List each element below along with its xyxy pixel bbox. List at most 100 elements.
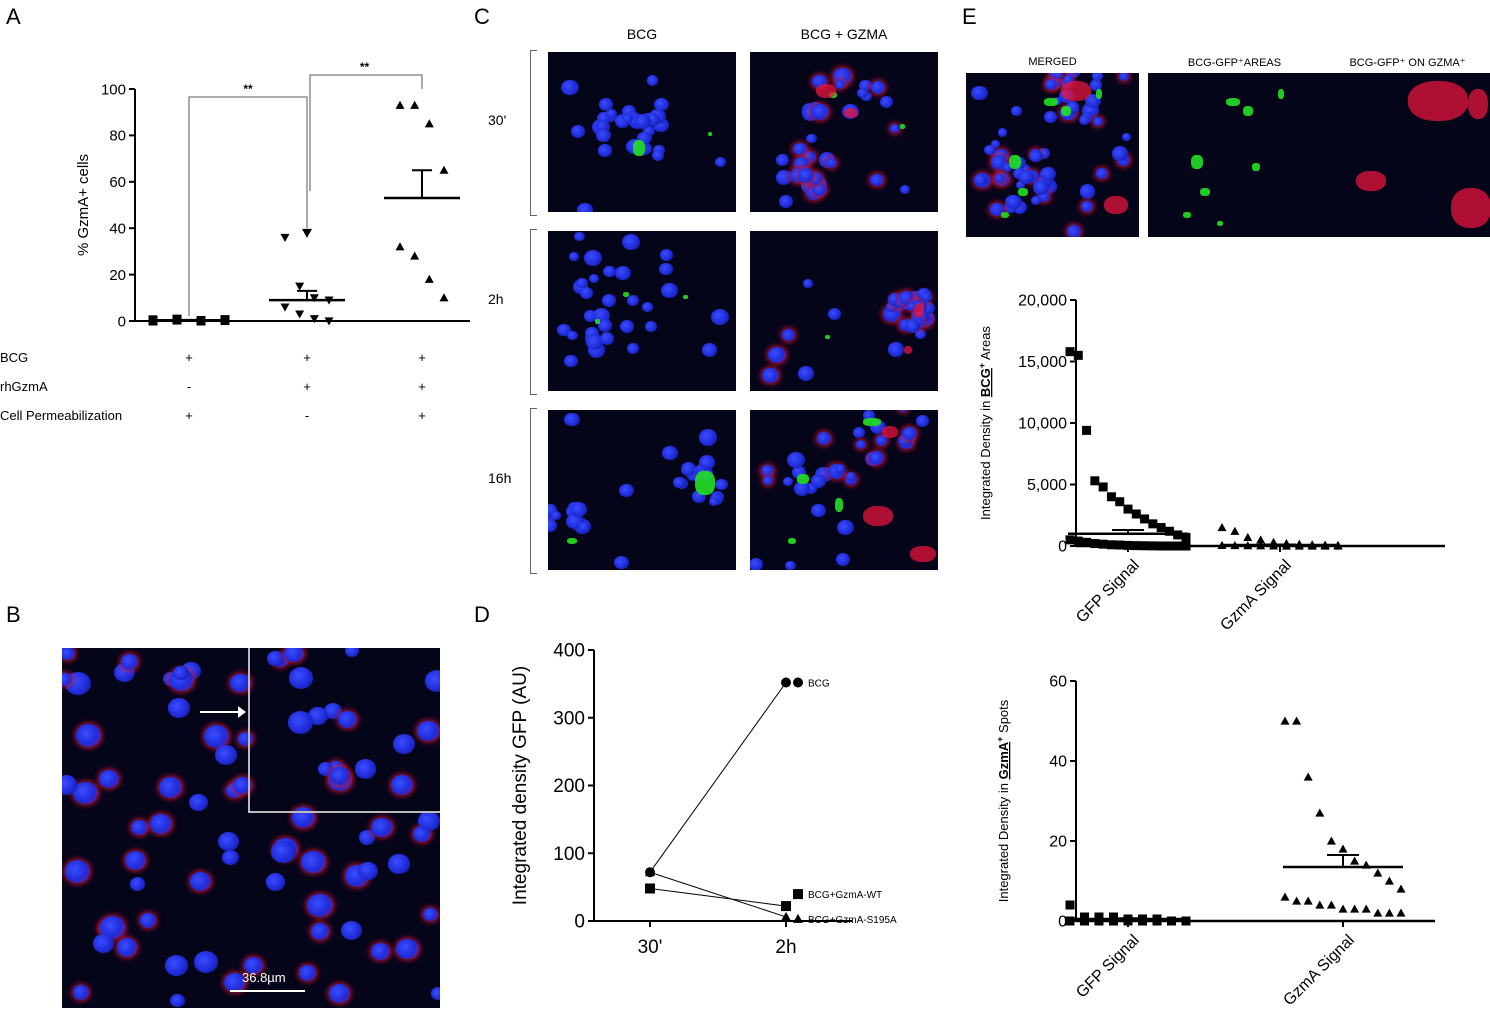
y-tick-label: 10,000 bbox=[1018, 416, 1067, 433]
cell-nucleus bbox=[845, 471, 857, 482]
cell-nucleus bbox=[1005, 194, 1022, 210]
y-tick-label: 0 bbox=[118, 313, 126, 330]
cell-nucleus bbox=[1063, 74, 1075, 85]
cell-nucleus bbox=[782, 476, 793, 486]
cell-nucleus bbox=[715, 157, 727, 168]
row-label: 2h bbox=[488, 291, 504, 307]
group-2-point bbox=[309, 294, 319, 303]
cell-nucleus bbox=[218, 832, 240, 852]
cell-nucleus bbox=[189, 793, 209, 811]
cell-nucleus bbox=[371, 817, 394, 838]
group-1-point bbox=[1181, 541, 1191, 551]
cell-nucleus bbox=[602, 294, 617, 307]
group-3-point bbox=[439, 165, 449, 174]
gzma-signal bbox=[904, 346, 913, 355]
micrograph-c bbox=[750, 410, 938, 570]
cell-nucleus bbox=[570, 124, 586, 138]
cell-nucleus bbox=[784, 560, 796, 570]
cell-nucleus bbox=[129, 876, 146, 891]
y-axis-title-part: Integrated Density in bbox=[996, 779, 1011, 902]
y-tick-label: 80 bbox=[109, 128, 126, 145]
cell-nucleus bbox=[603, 265, 617, 278]
cell-nucleus bbox=[990, 139, 1001, 149]
cell-nucleus bbox=[984, 144, 996, 155]
y-axis-title: % GzmA+ cells bbox=[75, 154, 92, 256]
cell-nucleus bbox=[1053, 73, 1064, 80]
cell-nucleus bbox=[803, 278, 814, 288]
cell-nucleus bbox=[577, 202, 594, 212]
gfp-signal bbox=[1217, 220, 1224, 226]
cell-nucleus bbox=[778, 194, 794, 208]
group-2-point bbox=[1292, 896, 1302, 905]
gfp-signal bbox=[1277, 89, 1284, 100]
y-tick-label: 0 bbox=[1058, 914, 1067, 931]
cell-nucleus bbox=[868, 451, 884, 465]
group-2-point bbox=[1326, 900, 1336, 909]
micrograph-e bbox=[1321, 73, 1490, 237]
cell-nucleus bbox=[1037, 148, 1051, 160]
y-tick-label: 400 bbox=[553, 641, 585, 662]
cell-nucleus bbox=[1045, 79, 1058, 91]
y-axis-title-part: + bbox=[995, 737, 1005, 742]
row-label: 16h bbox=[488, 470, 512, 486]
group-2-point bbox=[1384, 908, 1394, 917]
cell-nucleus bbox=[626, 342, 640, 355]
group-2-point bbox=[1350, 856, 1360, 865]
cell-nucleus bbox=[660, 282, 678, 299]
cell-nucleus bbox=[702, 342, 718, 357]
cell-nucleus bbox=[672, 476, 686, 489]
cell-nucleus bbox=[244, 956, 264, 974]
cell-nucleus bbox=[811, 473, 827, 488]
group-1-point bbox=[1164, 541, 1174, 551]
cell-nucleus bbox=[871, 81, 886, 94]
group-1-point bbox=[1131, 509, 1141, 519]
series-point bbox=[781, 901, 791, 912]
cell-nucleus bbox=[548, 504, 557, 516]
cell-nucleus bbox=[358, 829, 376, 845]
cell-nucleus bbox=[1016, 181, 1026, 190]
condition-value: + bbox=[303, 379, 311, 394]
cell-nucleus bbox=[93, 934, 114, 953]
group-1-point bbox=[1082, 537, 1092, 547]
cell-nucleus bbox=[583, 250, 602, 267]
cell-nucleus bbox=[817, 432, 832, 445]
cell-nucleus bbox=[390, 774, 413, 795]
cell-nucleus bbox=[99, 916, 126, 939]
cell-nucleus bbox=[1029, 150, 1043, 163]
series-point bbox=[781, 911, 791, 921]
cell-nucleus bbox=[1002, 163, 1013, 172]
sig-label-2: ** bbox=[360, 60, 370, 74]
group-1-point bbox=[1073, 536, 1083, 546]
panel-label-a: A bbox=[6, 4, 21, 29]
cell-nucleus bbox=[550, 510, 561, 520]
cell-nucleus bbox=[834, 464, 846, 474]
cell-nucleus bbox=[1092, 73, 1104, 81]
y-axis-title: Integrated Density in GzmA+ Spots bbox=[995, 699, 1011, 902]
cell-nucleus bbox=[837, 519, 855, 535]
gzma-signal bbox=[1468, 89, 1489, 120]
cell-nucleus bbox=[424, 670, 440, 692]
y-tick-label: 60 bbox=[1049, 674, 1067, 691]
group-3-point bbox=[424, 274, 434, 283]
cell-nucleus bbox=[750, 558, 763, 570]
series-line bbox=[649, 871, 787, 918]
gfp-signal bbox=[1182, 212, 1191, 219]
group-2-point bbox=[1292, 716, 1302, 725]
gfp-signal bbox=[1251, 163, 1260, 172]
group-2-point bbox=[1303, 896, 1313, 905]
gfp-signal bbox=[1009, 155, 1022, 169]
cell-nucleus bbox=[889, 124, 900, 134]
gzma-signal bbox=[881, 426, 898, 438]
condition-value: + bbox=[303, 350, 311, 365]
row-bracket bbox=[530, 229, 537, 395]
gfp-signal bbox=[797, 474, 809, 484]
cell-nucleus bbox=[806, 133, 817, 144]
cell-nucleus bbox=[569, 501, 588, 518]
group-1-point bbox=[1098, 539, 1108, 549]
condition-value: + bbox=[185, 350, 193, 365]
group-1-point bbox=[1123, 540, 1133, 550]
cell-nucleus bbox=[898, 434, 912, 447]
group-1-point bbox=[1065, 535, 1075, 545]
cell-nucleus bbox=[698, 429, 717, 446]
sig-arrow-1 bbox=[302, 228, 312, 238]
